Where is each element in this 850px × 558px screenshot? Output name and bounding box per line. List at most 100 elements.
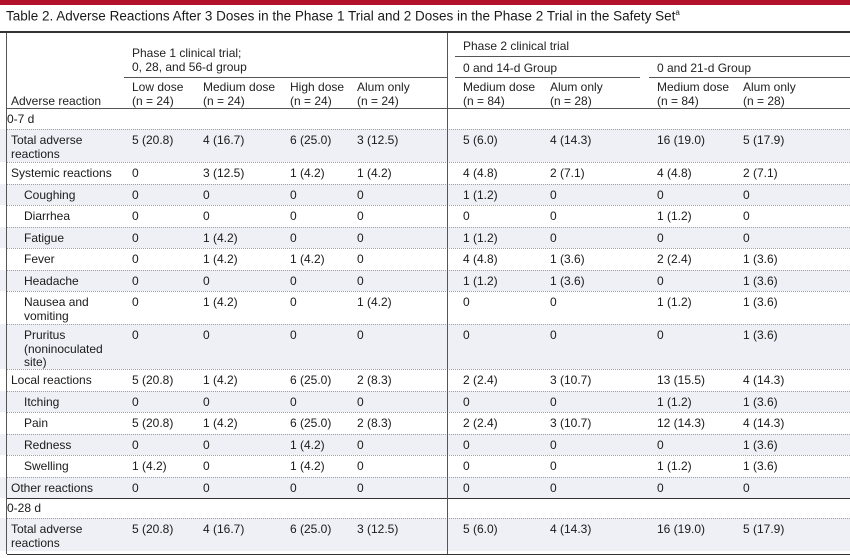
- row-label-itching: Itching: [24, 394, 60, 409]
- table-cell: 1 (3.6): [743, 252, 778, 266]
- table-cell: 6 (25.0): [290, 416, 332, 430]
- table-cell: 2 (7.1): [743, 166, 778, 180]
- table-cell: 0: [132, 230, 139, 245]
- accent-bar: [0, 0, 850, 5]
- row-separator: [7, 412, 850, 413]
- section-label: 0-7 d: [7, 112, 35, 126]
- table-cell: 0: [550, 480, 557, 495]
- table-cell: 0: [357, 480, 364, 495]
- table-cell: 3 (10.7): [550, 373, 592, 387]
- table-cell: 0: [550, 437, 557, 452]
- table-cell: 13 (15.5): [657, 373, 706, 387]
- table-cell: 0: [357, 459, 364, 473]
- table-cell: 0: [203, 328, 210, 342]
- table-cell: 0: [203, 209, 210, 223]
- table-cell: 0: [657, 273, 664, 288]
- column-header-5-n: (n = 84): [463, 94, 505, 108]
- table-cell: 1 (1.2): [657, 209, 692, 223]
- table-cell: 1 (1.2): [657, 394, 692, 409]
- table-cell: 1 (4.2): [203, 230, 238, 245]
- table-row: [0, 433, 850, 455]
- table-cell: 3 (12.5): [203, 166, 245, 180]
- table-cell: 0: [290, 328, 297, 342]
- adverse-reactions-table: Phase 1 clinical trial; 0, 28, and 56-d …: [0, 33, 850, 558]
- row-separator: [7, 269, 850, 271]
- table-row: [0, 369, 850, 391]
- table-row: [0, 269, 850, 291]
- column-header-5-name: Medium dose: [463, 80, 536, 94]
- table-cell: 0: [203, 273, 210, 288]
- group-21d-header: 0 and 21-d Group: [657, 61, 752, 75]
- table-cell: 0: [357, 394, 364, 409]
- row-separator: [7, 162, 850, 163]
- table-cell: 1 (4.2): [290, 437, 325, 452]
- table-cell: 0: [290, 273, 297, 288]
- table-cell: 1 (4.2): [290, 252, 325, 266]
- table-cell: 0: [657, 437, 664, 452]
- title-rule: [0, 31, 850, 33]
- table-row: [0, 226, 850, 248]
- table-cell: 1 (4.2): [357, 166, 392, 180]
- table-cell: 1 (1.2): [657, 295, 692, 309]
- row-label-redness: Redness: [24, 437, 72, 452]
- table-cell: 3 (12.5): [357, 522, 399, 536]
- row-separator: [7, 390, 850, 392]
- table-cell: 0: [657, 187, 664, 202]
- table-cell: 1 (3.6): [550, 273, 585, 288]
- phase2-header-title: Phase 2 clinical trial: [463, 39, 570, 53]
- table-cell: 0: [290, 230, 297, 245]
- table-cell: 0: [290, 295, 297, 309]
- row-label-swelling: Swelling: [24, 459, 69, 473]
- table-cell: 0: [357, 209, 364, 223]
- table-cell: 0: [550, 295, 557, 309]
- table-cell: 0: [203, 394, 210, 409]
- table-cell: 6 (25.0): [290, 373, 332, 387]
- table-cell: 0: [203, 187, 210, 202]
- table-cell: 5 (20.8): [132, 416, 174, 430]
- table-cell: 16 (19.0): [657, 522, 706, 536]
- table-cell: 0: [743, 230, 750, 245]
- table-row: [0, 162, 850, 184]
- table-row: [0, 390, 850, 412]
- table-cell: 4 (16.7): [203, 133, 245, 147]
- table-cell: 0: [550, 187, 557, 202]
- table-cell: 4 (14.3): [550, 133, 592, 147]
- table-cell: 0: [203, 459, 210, 473]
- table-cell: 0: [657, 230, 664, 245]
- table-cell: 0: [203, 437, 210, 452]
- table-cell: 5 (17.9): [743, 522, 785, 536]
- row-separator: [7, 433, 850, 435]
- table-cell: 1 (3.6): [743, 437, 778, 452]
- table-cell: 1 (3.6): [743, 394, 778, 409]
- table-cell: 4 (4.8): [657, 166, 692, 180]
- table-cell: 3 (12.5): [357, 133, 399, 147]
- table-cell: 0: [132, 209, 139, 223]
- table-row: [0, 476, 850, 498]
- table-title: Table 2. Adverse Reactions After 3 Doses…: [6, 8, 680, 24]
- table-cell: 2 (8.3): [357, 373, 392, 387]
- column-header-2-n: (n = 24): [203, 94, 245, 108]
- column-header-2-name: Medium dose: [203, 80, 276, 94]
- table-cell: 0: [550, 328, 557, 342]
- group-14d-rule: [455, 77, 640, 78]
- row-label-pruritus-noninoculated-site: (noninoculated: [24, 341, 103, 356]
- table-row: [0, 518, 850, 551]
- table-cell: 1 (3.6): [550, 252, 585, 266]
- table-cell: 0: [463, 394, 470, 409]
- table-cell: 12 (14.3): [657, 416, 706, 430]
- table-cell: 1 (1.2): [463, 230, 498, 245]
- table-cell: 0: [132, 273, 139, 288]
- row-label-local-reactions: Local reactions: [11, 373, 92, 387]
- row-label-total-adverse-reactions: reactions: [11, 146, 60, 161]
- table-cell: 0: [463, 437, 470, 452]
- table-cell: 0: [357, 252, 364, 266]
- section-label: 0-28 d: [7, 501, 42, 515]
- table-cell: 0: [290, 480, 297, 495]
- table-cell: 2 (7.1): [550, 166, 585, 180]
- table-left-border: [6, 33, 7, 554]
- table-cell: 1 (3.6): [743, 273, 778, 288]
- table-cell: 16 (19.0): [657, 133, 706, 147]
- row-label-fatigue: Fatigue: [24, 230, 65, 245]
- table-cell: 0: [132, 295, 139, 309]
- table-cell: 0: [357, 273, 364, 288]
